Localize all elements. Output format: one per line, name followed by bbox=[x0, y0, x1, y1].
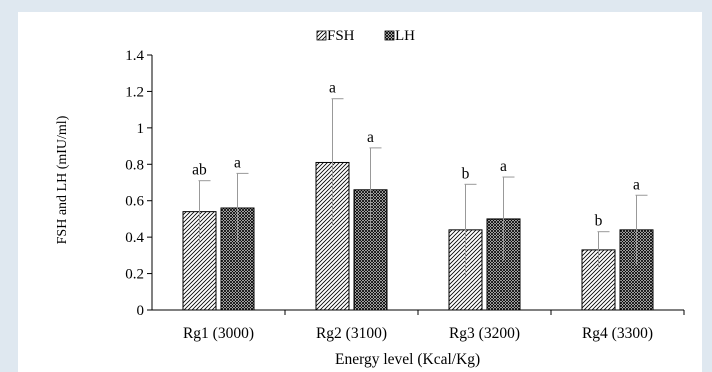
x-tick-label: Rg3 (3200) bbox=[449, 325, 520, 342]
significance-letter: b bbox=[462, 165, 470, 182]
x-tick-label: Rg2 (3100) bbox=[316, 325, 387, 342]
significance-letter: b bbox=[595, 213, 603, 230]
y-tick-label: 0.8 bbox=[125, 157, 144, 173]
y-tick-label: 1 bbox=[137, 121, 145, 137]
y-tick-label: 0.6 bbox=[125, 194, 144, 210]
y-tick-label: 0.4 bbox=[125, 230, 144, 246]
y-tick-label: 1.4 bbox=[125, 48, 144, 64]
legend-label-lh: LH bbox=[395, 28, 415, 44]
y-axis-ticks: 0 0.2 0.4 0.6 0.8 1 1.2 1.4 bbox=[125, 48, 152, 319]
legend-swatch-lh bbox=[384, 30, 395, 41]
y-tick-label: 1.2 bbox=[125, 84, 144, 100]
y-tick-label: 0.2 bbox=[125, 267, 144, 283]
x-axis-ticks: Rg1 (3000) Rg2 (3100) Rg3 (3200) Rg4 (3300) bbox=[183, 310, 685, 342]
y-tick-label: 0 bbox=[137, 303, 145, 319]
x-axis-title: Energy level (Kcal/Kg) bbox=[335, 351, 480, 368]
legend-swatch-fsh bbox=[316, 30, 327, 41]
significance-letter: ab bbox=[192, 162, 207, 179]
x-tick-label: Rg4 (3300) bbox=[582, 325, 653, 342]
significance-letter: a bbox=[329, 80, 336, 97]
significance-letter: a bbox=[367, 129, 374, 146]
legend-label-fsh: FSH bbox=[327, 28, 355, 44]
x-tick-label: Rg1 (3000) bbox=[183, 325, 254, 342]
y-axis-title: FSH and LH (mIU/ml) bbox=[55, 115, 70, 244]
significance-letter: a bbox=[234, 154, 241, 171]
legend: FSH LH bbox=[316, 28, 415, 44]
legend-item-fsh: FSH bbox=[316, 28, 355, 44]
significance-letter: a bbox=[500, 158, 507, 175]
significance-letter: a bbox=[633, 176, 640, 193]
legend-item-lh: LH bbox=[384, 28, 415, 44]
chart-frame: FSH LH 0 0.2 0.4 0.6 0.8 1 1.2 1.4 ab a a a b a b a Rg… bbox=[18, 12, 702, 372]
